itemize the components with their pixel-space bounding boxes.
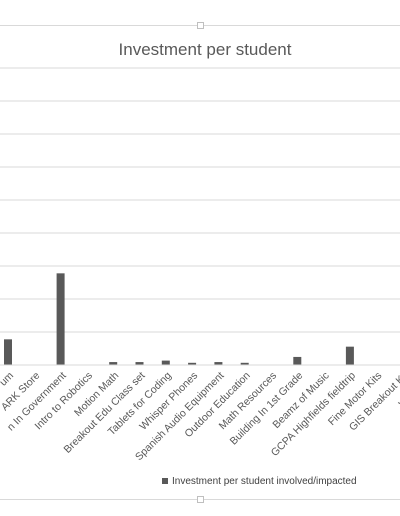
legend-label: Investment per student involved/impacted (172, 476, 357, 487)
bar-9 (240, 362, 249, 365)
bar-series (4, 273, 354, 365)
bar-8 (214, 362, 223, 365)
chart-frame[interactable] (0, 25, 400, 500)
bar-13 (345, 346, 354, 365)
chart-title: Investment per student (119, 40, 292, 59)
legend: Investment per student involved/impacted (162, 476, 357, 487)
resize-handle-top[interactable] (197, 22, 204, 29)
bar-0 (4, 339, 12, 365)
resize-handle-bottom[interactable] (197, 496, 204, 503)
bar-11 (293, 356, 302, 365)
x-tick-label: um (0, 369, 16, 388)
legend-swatch (162, 478, 168, 484)
bar-4 (109, 362, 118, 365)
bar-2 (56, 273, 65, 365)
bar-6 (161, 360, 170, 365)
bar-7 (188, 362, 197, 365)
bar-5 (135, 362, 144, 365)
gridlines (0, 67, 400, 333)
